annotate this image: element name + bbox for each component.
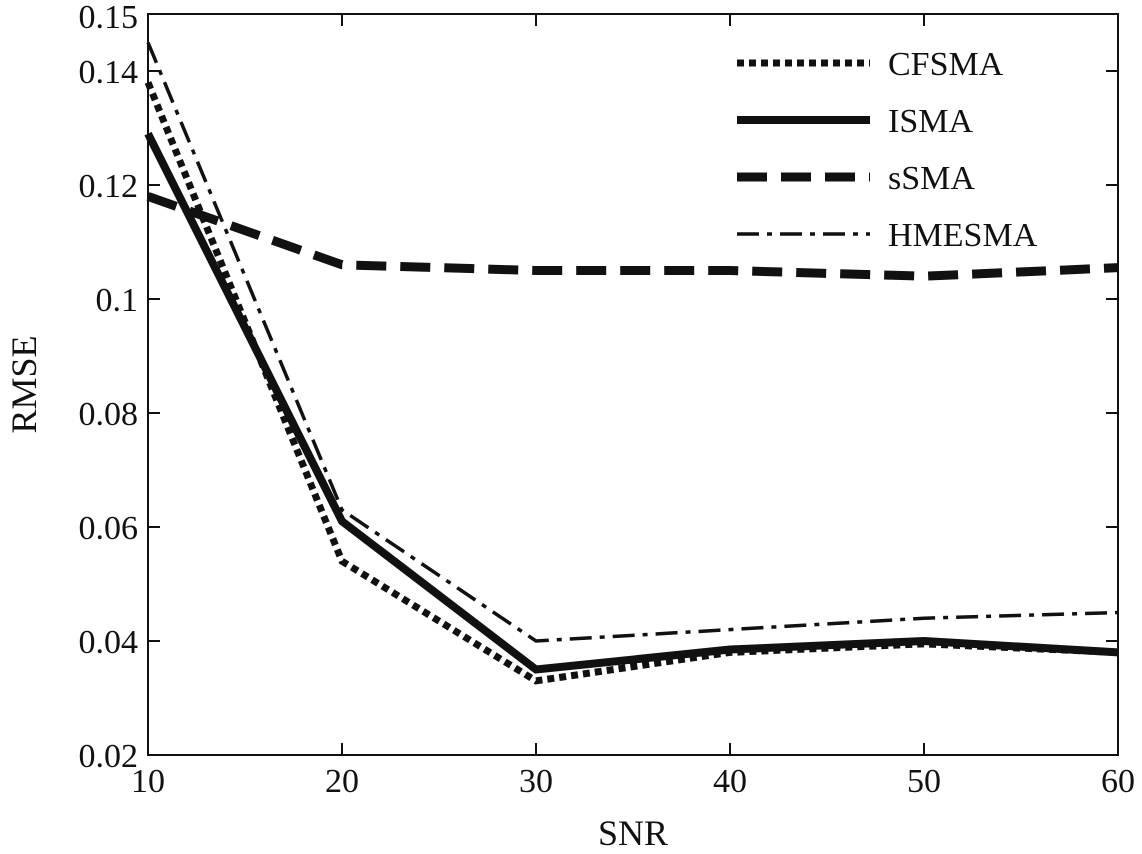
- y-tick-label: 0.02: [79, 738, 139, 775]
- x-tick-label: 10: [131, 763, 165, 800]
- legend: CFSMA ISMA sSMA HMESMA: [737, 46, 1038, 254]
- series-line-ssma: [146, 192, 1119, 281]
- legend-label-hmesma: HMESMA: [888, 217, 1038, 254]
- x-axis-label: SNR: [598, 813, 668, 853]
- y-tick-label: 0.14: [79, 54, 139, 91]
- series-line-hmesma: [146, 41, 1119, 643]
- y-tick-label: 0.08: [79, 396, 139, 433]
- series-line-isma: [144, 131, 1119, 674]
- x-tick-label: 20: [325, 763, 359, 800]
- y-tick-label: 0.12: [79, 168, 139, 205]
- y-tick-label: 0.15: [79, 0, 139, 36]
- y-tick-label: 0.04: [79, 624, 139, 661]
- plot-frame: [147, 13, 1119, 756]
- x-tick-label: 30: [519, 763, 553, 800]
- y-axis-label: RMSE: [4, 335, 44, 433]
- x-tick-label: 50: [907, 763, 941, 800]
- legend-label-cfsma: CFSMA: [888, 46, 1004, 83]
- x-tick-label: 40: [713, 763, 747, 800]
- legend-label-ssma: sSMA: [888, 160, 975, 197]
- y-tick-label: 0.1: [96, 282, 139, 319]
- legend-label-isma: ISMA: [888, 103, 973, 140]
- series-layer: [144, 41, 1119, 685]
- y-tick-label: 0.06: [79, 510, 139, 547]
- ticks-layer: 10 20 30 40 50 60 0.02 0.04 0.06 0.08 0.1 0.12 0.14 0…: [79, 0, 1136, 800]
- x-tick-label: 60: [1101, 763, 1135, 800]
